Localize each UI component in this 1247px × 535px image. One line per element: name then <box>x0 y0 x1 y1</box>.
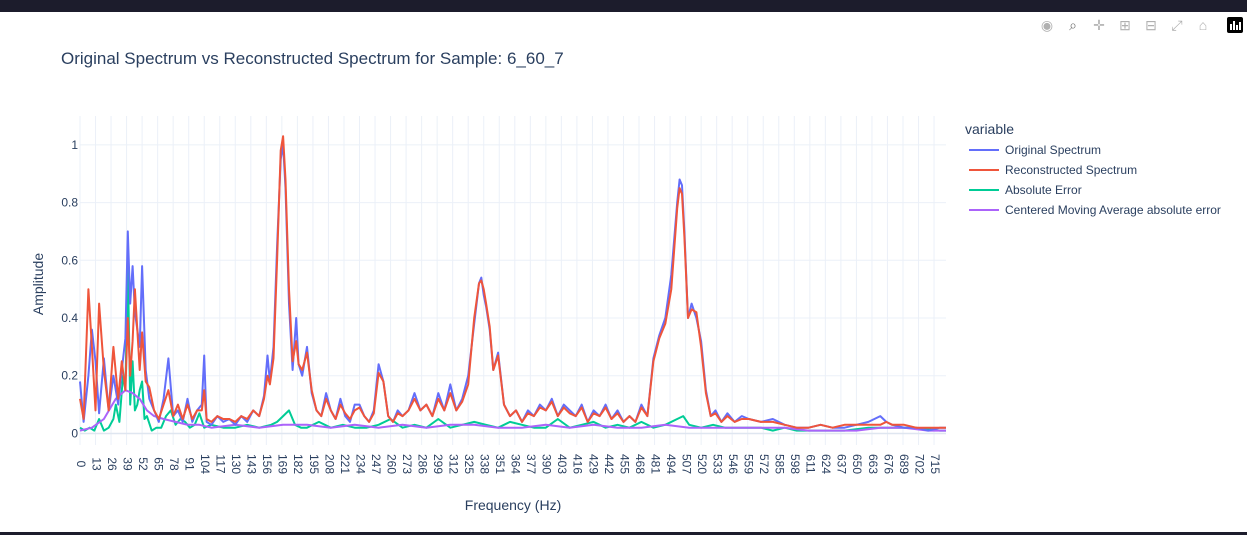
x-tick-label: 52 <box>136 457 150 471</box>
x-tick-label: 650 <box>850 454 864 474</box>
x-tick-label: 247 <box>369 454 383 474</box>
x-tick-label: 182 <box>291 454 305 474</box>
x-tick-label: 234 <box>353 454 367 474</box>
reset-axes-icon[interactable]: ⌂ <box>1198 17 1208 33</box>
x-tick-label: 377 <box>524 454 538 474</box>
x-tick-label: 585 <box>773 454 787 474</box>
chart-svg: 0 13 26 39 52 65 78 91 104 117 130 143 156 169 182 195 2… <box>30 116 1221 513</box>
x-tick-label: 104 <box>198 454 212 474</box>
x-tick-label: 91 <box>183 457 197 471</box>
legend-item-label: Original Spectrum <box>1005 143 1101 157</box>
y-tick-label: 1 <box>71 138 78 152</box>
original-spectrum-line <box>79 143 946 432</box>
legend-item-label: Centered Moving Average absolute error <box>1005 203 1221 217</box>
x-tick-label: 663 <box>866 454 880 474</box>
y-tick-label: 0 <box>71 426 78 440</box>
x-axis-title: Frequency (Hz) <box>465 497 561 513</box>
x-tick-label: 702 <box>912 454 926 474</box>
x-tick-label: 351 <box>493 454 507 474</box>
x-tick-label: 13 <box>89 457 103 471</box>
moving-average-error-line <box>79 389 946 432</box>
x-tick-label: 546 <box>726 454 740 474</box>
y-tick-label: 0.8 <box>61 196 78 210</box>
legend: variable Original Spectrum Reconstructed … <box>965 121 1221 217</box>
x-tick-label: 312 <box>447 454 461 474</box>
x-tick-label: 221 <box>338 454 352 474</box>
reconstructed-spectrum-line <box>79 135 946 429</box>
x-tick-label: 715 <box>928 454 942 474</box>
x-tick-label: 39 <box>120 457 134 471</box>
x-tick-label: 273 <box>400 454 414 474</box>
plot-panel: ◉ ⌕ ✛ ⊞ ⊟ ⤢ ⌂ Original Spectrum vs Reconstruct… <box>0 12 1247 532</box>
autoscale-icon[interactable]: ⤢ <box>1171 17 1183 33</box>
zoom-in-icon[interactable]: ⊞ <box>1119 17 1131 33</box>
x-tick-label: 208 <box>322 454 336 474</box>
legend-item-label: Reconstructed Spectrum <box>1005 163 1137 177</box>
zoom-icon[interactable]: ⌕ <box>1069 17 1077 33</box>
x-tick-label: 338 <box>478 454 492 474</box>
x-tick-label: 507 <box>679 454 693 474</box>
x-tick-label: 65 <box>151 457 165 471</box>
x-tick-label: 598 <box>788 454 802 474</box>
legend-title: variable <box>965 121 1014 137</box>
x-tick-label: 559 <box>742 454 756 474</box>
absolute-error-line <box>79 259 946 432</box>
x-tick-label: 364 <box>509 454 523 474</box>
x-tick-label: 169 <box>276 454 290 474</box>
x-tick-label: 624 <box>819 454 833 474</box>
y-tick-layer: 0 0.2 0.4 0.6 0.8 1 <box>61 138 78 441</box>
x-tick-label: 26 <box>105 457 119 471</box>
x-tick-label: 455 <box>617 454 631 474</box>
window-top-bar <box>0 0 1247 12</box>
x-tick-layer: 0 13 26 39 52 65 78 91 104 117 130 143 156 169 182 195 2… <box>74 454 942 474</box>
x-tick-label: 390 <box>540 454 554 474</box>
x-tick-label: 286 <box>415 454 429 474</box>
x-tick-label: 429 <box>586 454 600 474</box>
x-tick-label: 195 <box>307 454 321 474</box>
chart-title: Original Spectrum vs Reconstructed Spect… <box>61 49 564 68</box>
x-tick-label: 689 <box>897 454 911 474</box>
x-tick-label: 416 <box>571 454 585 474</box>
camera-icon[interactable]: ◉ <box>1040 17 1054 33</box>
x-tick-label: 78 <box>167 457 181 471</box>
x-tick-label: 611 <box>804 454 818 473</box>
y-axis-title: Amplitude <box>30 253 46 315</box>
plot-toolbar: ◉ ⌕ ✛ ⊞ ⊟ ⤢ ⌂ <box>1037 16 1243 34</box>
pan-icon[interactable]: ✛ <box>1093 17 1105 33</box>
x-tick-label: 117 <box>214 454 228 473</box>
x-tick-label: 442 <box>602 454 616 474</box>
x-tick-label: 481 <box>648 454 662 474</box>
legend-item-label: Absolute Error <box>1005 183 1082 197</box>
x-tick-label: 156 <box>260 454 274 474</box>
x-tick-label: 494 <box>664 454 678 474</box>
x-tick-label: 533 <box>710 454 724 474</box>
grid-layer <box>79 116 946 445</box>
y-tick-label: 0.4 <box>61 311 78 325</box>
x-tick-label: 468 <box>633 454 647 474</box>
window-bottom-bar <box>0 532 1247 535</box>
plotly-logo-icon[interactable] <box>1227 17 1243 33</box>
x-tick-label: 325 <box>462 454 476 474</box>
x-tick-label: 260 <box>384 454 398 474</box>
x-tick-label: 130 <box>229 454 243 474</box>
x-tick-label: 572 <box>757 454 771 474</box>
y-tick-label: 0.2 <box>61 369 78 383</box>
y-tick-label: 0.6 <box>61 253 78 267</box>
x-tick-label: 676 <box>881 454 895 474</box>
x-tick-label: 403 <box>555 454 569 474</box>
x-tick-label: 299 <box>431 454 445 474</box>
x-tick-label: 637 <box>835 454 849 474</box>
x-tick-label: 143 <box>245 454 259 474</box>
series-layer <box>79 135 946 432</box>
x-tick-label: 520 <box>695 454 709 474</box>
zoom-out-icon[interactable]: ⊟ <box>1145 17 1157 33</box>
x-tick-label: 0 <box>74 461 88 468</box>
